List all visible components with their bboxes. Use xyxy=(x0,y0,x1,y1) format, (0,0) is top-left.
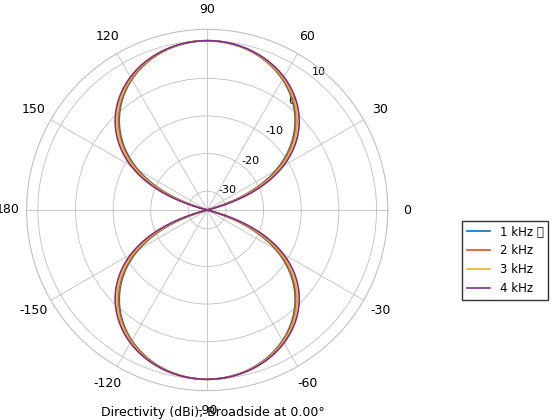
2 kHz xyxy=(283,261,290,266)
2 kHz xyxy=(204,207,211,213)
4 kHz xyxy=(204,38,211,43)
1 kHz Ⓐ xyxy=(120,272,127,277)
4 kHz xyxy=(288,265,295,270)
1 kHz Ⓐ xyxy=(282,260,288,265)
2 kHz xyxy=(115,293,122,298)
4 kHz xyxy=(115,276,122,281)
4 kHz xyxy=(173,43,180,48)
3 kHz xyxy=(241,45,248,50)
1 kHz Ⓐ xyxy=(204,207,211,213)
4 kHz xyxy=(204,207,211,213)
2 kHz xyxy=(204,207,211,213)
4 kHz xyxy=(112,297,119,302)
Line: 3 kHz: 3 kHz xyxy=(117,41,297,379)
3 kHz xyxy=(204,207,211,213)
2 kHz xyxy=(173,43,180,48)
Text: Directivity (dBi), Broadside at 0.00°: Directivity (dBi), Broadside at 0.00° xyxy=(101,406,325,419)
2 kHz xyxy=(204,207,211,213)
Line: 2 kHz: 2 kHz xyxy=(119,41,296,379)
3 kHz xyxy=(118,274,124,279)
1 kHz Ⓐ xyxy=(204,207,211,213)
1 kHz Ⓐ xyxy=(241,46,248,51)
1 kHz Ⓐ xyxy=(173,43,180,48)
4 kHz xyxy=(241,45,248,50)
1 kHz Ⓐ xyxy=(204,38,211,43)
3 kHz xyxy=(204,207,211,213)
2 kHz xyxy=(119,273,126,278)
3 kHz xyxy=(204,38,211,43)
1 kHz Ⓐ xyxy=(204,207,211,213)
3 kHz xyxy=(114,294,120,299)
Legend: 1 kHz Ⓐ, 2 kHz, 3 kHz, 4 kHz: 1 kHz Ⓐ, 2 kHz, 3 kHz, 4 kHz xyxy=(462,221,548,300)
3 kHz xyxy=(285,262,292,268)
2 kHz xyxy=(204,38,211,43)
3 kHz xyxy=(173,43,180,48)
4 kHz xyxy=(204,207,211,213)
Line: 4 kHz: 4 kHz xyxy=(115,41,299,379)
2 kHz xyxy=(241,45,248,50)
Line: 1 kHz Ⓐ: 1 kHz Ⓐ xyxy=(119,41,295,379)
4 kHz xyxy=(204,207,211,213)
1 kHz Ⓐ xyxy=(116,292,123,297)
3 kHz xyxy=(204,207,211,213)
